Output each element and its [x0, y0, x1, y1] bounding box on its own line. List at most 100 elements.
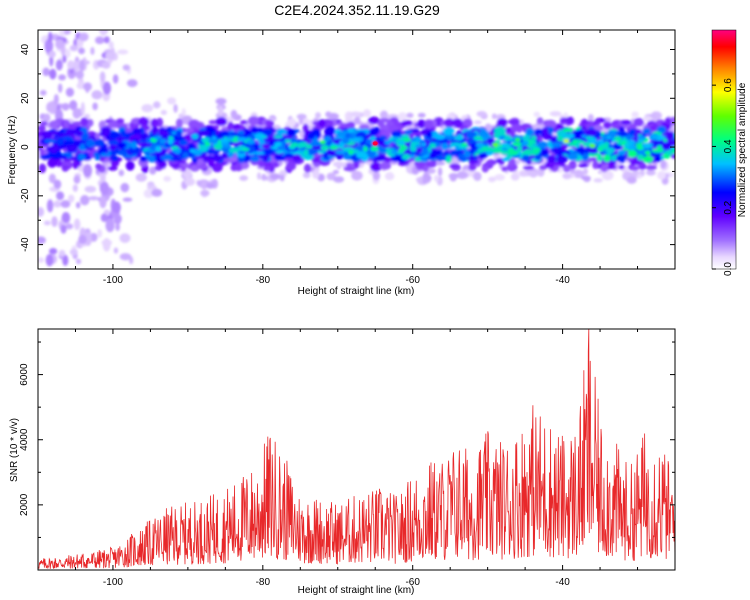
spectrogram-cell [600, 164, 609, 173]
spectrogram-cell [586, 128, 597, 137]
spectrogram-cell [108, 131, 121, 139]
spectrogram-cell [298, 115, 304, 125]
spectrogram-cell [120, 130, 128, 138]
spectrogram-cell [215, 117, 228, 126]
spectrogram-cell [41, 130, 53, 139]
snr-panel: -100 -80 -60 -40 2000 4000 6000 Height of stra… [9, 328, 676, 596]
spectrogram-cell [217, 105, 224, 116]
spectrogram-cell [478, 152, 488, 160]
spectrogram-cell [116, 149, 128, 156]
spectrogram-cell [47, 158, 57, 168]
spectrogram-cell [39, 89, 47, 96]
spectrogram-cell [356, 151, 365, 159]
spectrogram-cell [262, 156, 269, 162]
spectrogram-cell [125, 160, 135, 171]
spectrogram-cell [159, 138, 168, 144]
spectrogram-cell [69, 100, 78, 111]
spectrogram-cell [507, 119, 520, 125]
spectrogram-cell [575, 146, 586, 154]
spectrogram-cell [90, 47, 95, 55]
spectrogram-cell [73, 175, 81, 184]
spectrogram-cell [510, 173, 520, 181]
spectrogram-cell [563, 138, 570, 143]
spectrogram-cell [289, 143, 296, 150]
spectrogram-cell [103, 36, 110, 44]
spectrogram-cell [298, 141, 308, 148]
spectrogram-cell [85, 83, 90, 94]
spectrogram-cell [65, 87, 75, 97]
spectrogram-cell [80, 102, 85, 116]
spectrogram-cell [333, 176, 345, 183]
spectrogram-cell [57, 83, 63, 93]
spectrogram-cell [139, 156, 148, 162]
spectrogram-cell [411, 128, 420, 133]
spectrogram-cell [583, 168, 588, 175]
spectrogram-cell [151, 188, 163, 197]
spectrogram-cell [421, 142, 427, 147]
spectrogram-cell [200, 189, 210, 197]
spectrogram-cell [651, 148, 664, 153]
spectrogram-cell [126, 79, 138, 88]
spectrogram-cell [567, 152, 578, 161]
spectrogram-cell [51, 216, 58, 228]
spectrogram-cell [501, 166, 509, 172]
spectrogram-cell [369, 127, 380, 136]
spectrogram-cell [463, 150, 471, 158]
spectrogram-cell [42, 67, 50, 77]
spectrogram-cell [519, 170, 528, 177]
spectrogram-cell [417, 119, 426, 129]
spectrogram-cell [243, 145, 256, 154]
spectrogram-cell [485, 160, 494, 166]
spectrogram-cell [157, 150, 166, 157]
spectrogram-cell [332, 169, 340, 175]
y-tick-label: 40 [20, 44, 31, 56]
spectrogram-cell [552, 147, 560, 153]
colorbar-tick-label: 0.4 [723, 139, 734, 153]
spectrogram-cell [532, 147, 541, 153]
spectrogram-cell [236, 137, 248, 142]
spectrogram-cell [170, 146, 179, 150]
spectrogram-cell [286, 128, 296, 137]
spectrogram-cell [43, 113, 51, 123]
spectrogram-cell [249, 155, 260, 163]
spectrogram-cell [494, 174, 506, 181]
spectrogram-cell [636, 173, 643, 179]
y-tick-label: -40 [20, 237, 31, 252]
spectrogram-cell [585, 175, 591, 181]
spectrogram-cell [48, 50, 56, 58]
spectrogram-cell [315, 112, 322, 119]
spectrogram-cell [379, 161, 392, 170]
spectrogram-blobs [38, 30, 675, 267]
spectrogram-cell [153, 101, 161, 109]
spectrogram-cell [58, 155, 68, 160]
spectrogram-cell [205, 182, 215, 189]
spectrogram-cell [601, 134, 609, 141]
spectrogram-cell [71, 121, 83, 126]
spectrogram-cell [80, 117, 89, 127]
spectrogram-cell [62, 136, 74, 141]
spectrogram-cell [536, 141, 548, 150]
spectrogram-heatmap [38, 30, 675, 267]
spectrogram-cell [424, 119, 434, 130]
spectrogram-cell [208, 120, 218, 125]
spectrogram-cell [468, 162, 477, 171]
spectrogram-cell [599, 144, 609, 150]
snr-xlabel: Height of straight line (km) [298, 585, 415, 596]
spectrogram-cell [642, 155, 654, 163]
spectrogram-cell [75, 258, 82, 265]
spectrogram-cell [239, 120, 248, 125]
spectrogram-ylabel: Frequency (Hz) [7, 116, 18, 185]
spectrogram-cell [473, 120, 482, 125]
spectrogram-cell [342, 137, 350, 144]
spectrogram-cell [242, 147, 250, 152]
spectrogram-cell [63, 119, 70, 129]
spectrogram-cell [362, 146, 369, 152]
spectrogram-cell [212, 153, 223, 162]
spectrogram-cell [69, 145, 78, 153]
colorbar-gradient [712, 30, 736, 269]
spectrogram-cell [155, 146, 162, 152]
spectrogram-cell [539, 164, 548, 171]
spectrogram-cell [484, 123, 492, 131]
spectrogram-cell [450, 149, 458, 157]
